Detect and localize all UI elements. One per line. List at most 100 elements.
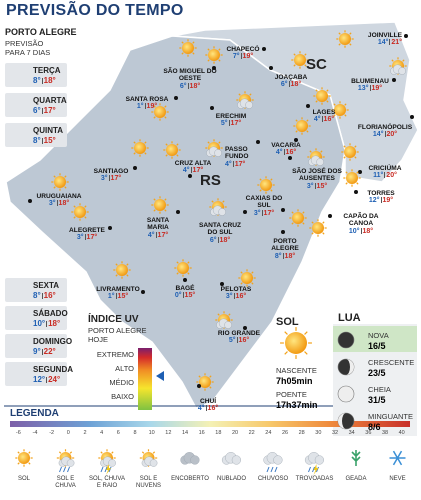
min-temp: 5° [220, 120, 228, 128]
min-temp: 14° [372, 131, 384, 139]
temperature: 0° 15° [172, 292, 198, 299]
scale-label: -4 [32, 430, 38, 436]
sun-ray [17, 451, 20, 454]
city-label: RIO GRANDE 5° 16° [216, 330, 262, 345]
max-temp: 19° [242, 53, 254, 61]
legend-icon-label: SOL E NUVENS [135, 476, 161, 489]
separator [389, 39, 391, 46]
temperature: 3° 17° [243, 209, 285, 217]
rain [274, 466, 278, 473]
max-temp: 17° [86, 234, 98, 242]
day-name: SÁBADO [33, 309, 68, 318]
rain [108, 466, 112, 473]
city-name: PORTO ALEGRE [271, 238, 299, 253]
city-label: PASSO FUNDO 4° 17° [225, 146, 265, 168]
city-dot [354, 190, 358, 194]
sun-ray [164, 116, 167, 119]
cloud-icon [245, 101, 253, 109]
max-temp: 17° [157, 231, 169, 239]
sun-ray [198, 375, 201, 378]
sun-ray [354, 145, 357, 148]
scale-label: 34 [348, 430, 355, 436]
cloud-icon [273, 455, 283, 465]
legend-icon-label: SOL [17, 476, 30, 482]
sun-ray [304, 331, 308, 335]
max-temp: 20° [386, 131, 398, 139]
sun-ray [207, 59, 210, 62]
sun-ray [165, 154, 168, 157]
temperature: 3° 17° [64, 234, 110, 241]
rain [100, 466, 104, 473]
uv-when: HOJE [88, 335, 109, 344]
sun-ray [322, 232, 325, 235]
moon-phase: NOVA [368, 331, 389, 340]
uv-level: EXTREMO [96, 350, 134, 359]
city-label: URUGUAIANA 3° 18° [32, 193, 86, 208]
sun-ray [141, 451, 145, 454]
legend-icon-label: TROVOADAS [295, 476, 334, 482]
sun-ray [28, 451, 31, 454]
city-dot [108, 226, 112, 230]
cloud-icon [214, 149, 222, 157]
temperature: 1° 15° [94, 293, 142, 300]
scale-label: -2 [49, 430, 55, 436]
min-temp: 6° [179, 82, 187, 90]
forecast-head-bg [3, 26, 69, 62]
rain [266, 466, 270, 473]
min-temp: 6° [209, 236, 217, 244]
separator [108, 175, 110, 182]
separator [236, 337, 238, 344]
rain [63, 466, 66, 473]
sun-ray [315, 89, 318, 92]
sun-ray [343, 145, 346, 148]
temperature: 6° 18° [198, 236, 242, 244]
city-dot [358, 170, 362, 174]
moon-icon [337, 331, 355, 349]
city-dot [174, 96, 178, 100]
sun-icon [18, 452, 30, 464]
temperature: 9° 22° [33, 347, 56, 356]
city-name: RIO GRANDE [217, 330, 261, 337]
sunrise-label: NASCENTE [276, 366, 317, 375]
uv-title: ÍNDICE UV [88, 314, 139, 325]
sun-ray [293, 53, 296, 56]
moon-date: 16/5 [368, 341, 386, 351]
uv-pointer [156, 371, 164, 381]
legend-icon-label: GEADA [345, 476, 367, 482]
min-temp: 4° [313, 116, 321, 124]
sun-ray [187, 261, 190, 264]
min-temp: 10° [33, 319, 46, 328]
uv-level: MÉDIO [109, 378, 134, 387]
scale-label: 26 [281, 430, 289, 436]
city-label: LIVRAMENTO 1° 15° [94, 286, 142, 301]
sun-ray [218, 48, 221, 51]
separator [321, 116, 323, 123]
sun-icon [316, 90, 328, 102]
min-temp: 1° [136, 103, 144, 111]
city-name: ERECHIM [215, 113, 247, 120]
temperature: 3° 15° [284, 182, 350, 190]
moon-title: LUA [338, 312, 361, 324]
rain [312, 466, 315, 473]
city-dot [210, 106, 214, 110]
min-temp: 4° [275, 149, 283, 157]
max-temp: 18° [48, 319, 61, 328]
sun-ray [126, 274, 129, 277]
state-label: SC [306, 56, 327, 73]
city-name: CHAPECÓ [226, 46, 260, 53]
sun-ray [240, 271, 243, 274]
sun-ray [345, 182, 348, 185]
max-temp: 16° [43, 291, 56, 300]
city-name: SANTA CRUZ DO SUL [198, 222, 242, 237]
city-dot [281, 208, 285, 212]
uv-bar [138, 348, 152, 410]
city-label: JOINVILLE 14° 21° [350, 32, 402, 47]
max-temp: 18° [219, 236, 231, 244]
legend-icon-label: NEVE [389, 476, 406, 482]
max-temp: 18° [189, 82, 201, 90]
sun-ray [326, 89, 329, 92]
rain [308, 466, 311, 473]
city-name: LAGES [312, 109, 336, 116]
